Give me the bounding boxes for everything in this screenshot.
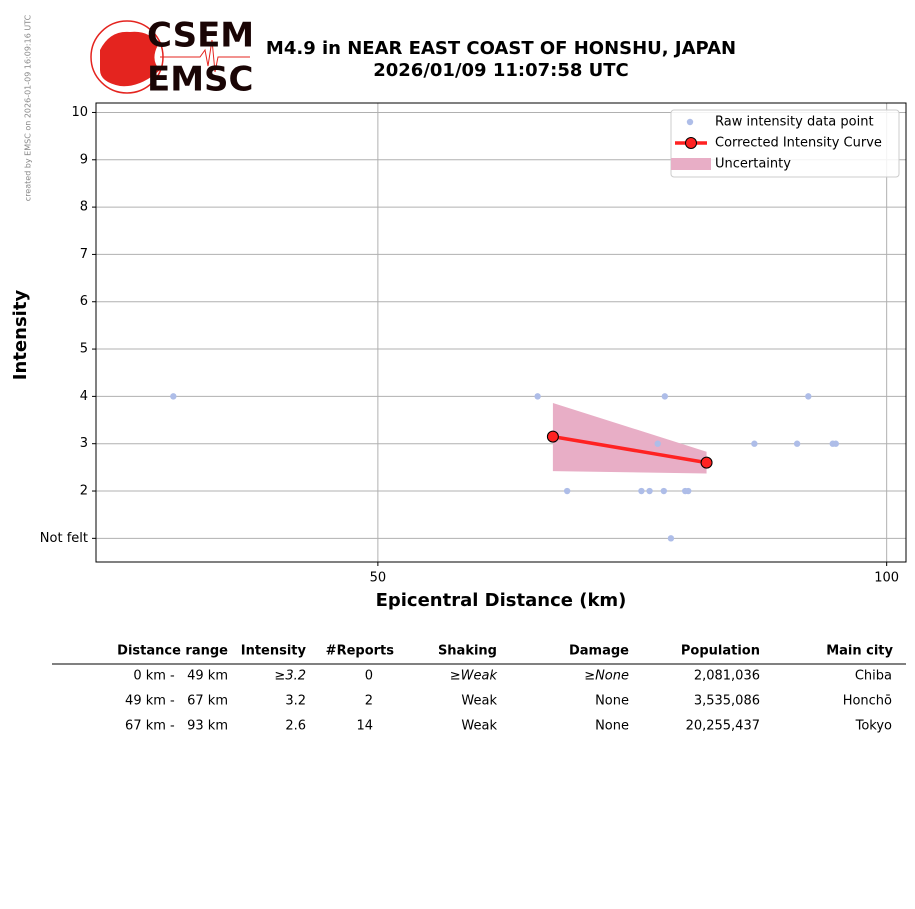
curve-line [552,434,707,465]
y-tick-label: 10 [71,105,88,120]
legend-label: Corrected Intensity Curve [715,136,882,151]
legend-label: Raw intensity data point [715,115,874,130]
table-cell: Chiba [855,669,892,684]
table: Distance range Intensity #Reports Shaking Da… [117,644,893,734]
y-tick-label: 8 [80,200,88,215]
y-tick-label: 6 [80,294,88,309]
table-cell: Weak [461,694,497,709]
y-tick-label: 4 [80,389,88,404]
table-header: Distance range [117,644,228,659]
data-point [660,487,668,495]
data-point [534,393,541,400]
data-point [646,487,653,495]
table-cell: Honchō [843,694,892,709]
logo: CSEM EMSC [90,16,254,100]
table-cell: ≥Weak [450,669,498,684]
table-header: #Reports [326,644,395,659]
axes-frame [95,102,907,563]
data-point [832,440,839,447]
table-cell: 2 [365,694,373,709]
table-cell: 20,255,437 [686,719,760,734]
x-axis-label: Epicentral Distance (km) [376,590,627,611]
y-tick-label: 9 [80,152,88,167]
data-point [563,487,571,495]
table-cell: None [595,694,629,709]
plot: Not felt 2 3 4 5 6 7 8 9 10 50 100 [40,103,906,586]
data-point [654,440,661,447]
credit: created by EMSC on 2026-01-09 16:09:16 U… [24,14,33,201]
legend-marker [686,118,694,126]
table-cell: 0 [365,669,373,684]
table-header: Shaking [438,644,497,659]
table-cell: 49 km - 67 km [125,694,228,709]
x-tick-label: 50 [370,571,387,586]
table-cell: Tokyo [855,719,892,734]
logo-map [100,31,160,87]
y-tick-label: 2 [80,484,88,499]
table-cell: 2,081,036 [694,669,760,684]
chart-subtitle: 2026/01/09 11:07:58 UTC [373,60,629,81]
logo-top: CSEM [147,16,254,56]
legend-label: Uncertainty [715,157,791,172]
table-cell: None [595,719,629,734]
table-cell: 3,535,086 [694,694,760,709]
data-point [667,535,675,542]
table-cell: ≥None [584,669,629,684]
y-tick-label: 5 [80,342,88,357]
table-cell: 14 [356,719,373,734]
logo-wave [160,39,250,73]
y-tick-label: Not felt [40,531,88,546]
legend-marker [685,137,697,149]
table-cell: 67 km - 93 km [125,719,228,734]
data-point [170,393,177,400]
legend-marker [671,158,711,170]
table-header: Population [681,644,760,659]
curve-marker [546,430,559,443]
data-point [638,487,645,495]
legend-box [670,109,900,178]
table-header: Damage [569,644,629,659]
table-cell: Weak [461,719,497,734]
data-point [685,487,692,495]
table-cell: 2.6 [285,719,306,734]
y-axis-label: Intensity [10,290,31,381]
curve-marker [700,456,713,469]
logo-bottom: EMSC [147,60,254,100]
legend: Raw intensity data point Corrected Intens… [670,109,900,178]
table-cell: ≥3.2 [274,669,306,684]
data-point [805,393,812,400]
table-header: Intensity [241,644,307,659]
table-header: Main city [826,644,893,659]
chart-title: M4.9 in NEAR EAST COAST OF HONSHU, JAPAN [266,38,736,59]
y-tick-label: 3 [80,436,88,451]
data-point [793,440,801,447]
table-cell: 0 km - 49 km [133,669,228,684]
data-point [661,393,669,400]
y-tick-label: 7 [80,247,88,262]
table-cell: 3.2 [285,694,306,709]
data-point [751,440,758,447]
x-tick-label: 100 [874,571,899,586]
